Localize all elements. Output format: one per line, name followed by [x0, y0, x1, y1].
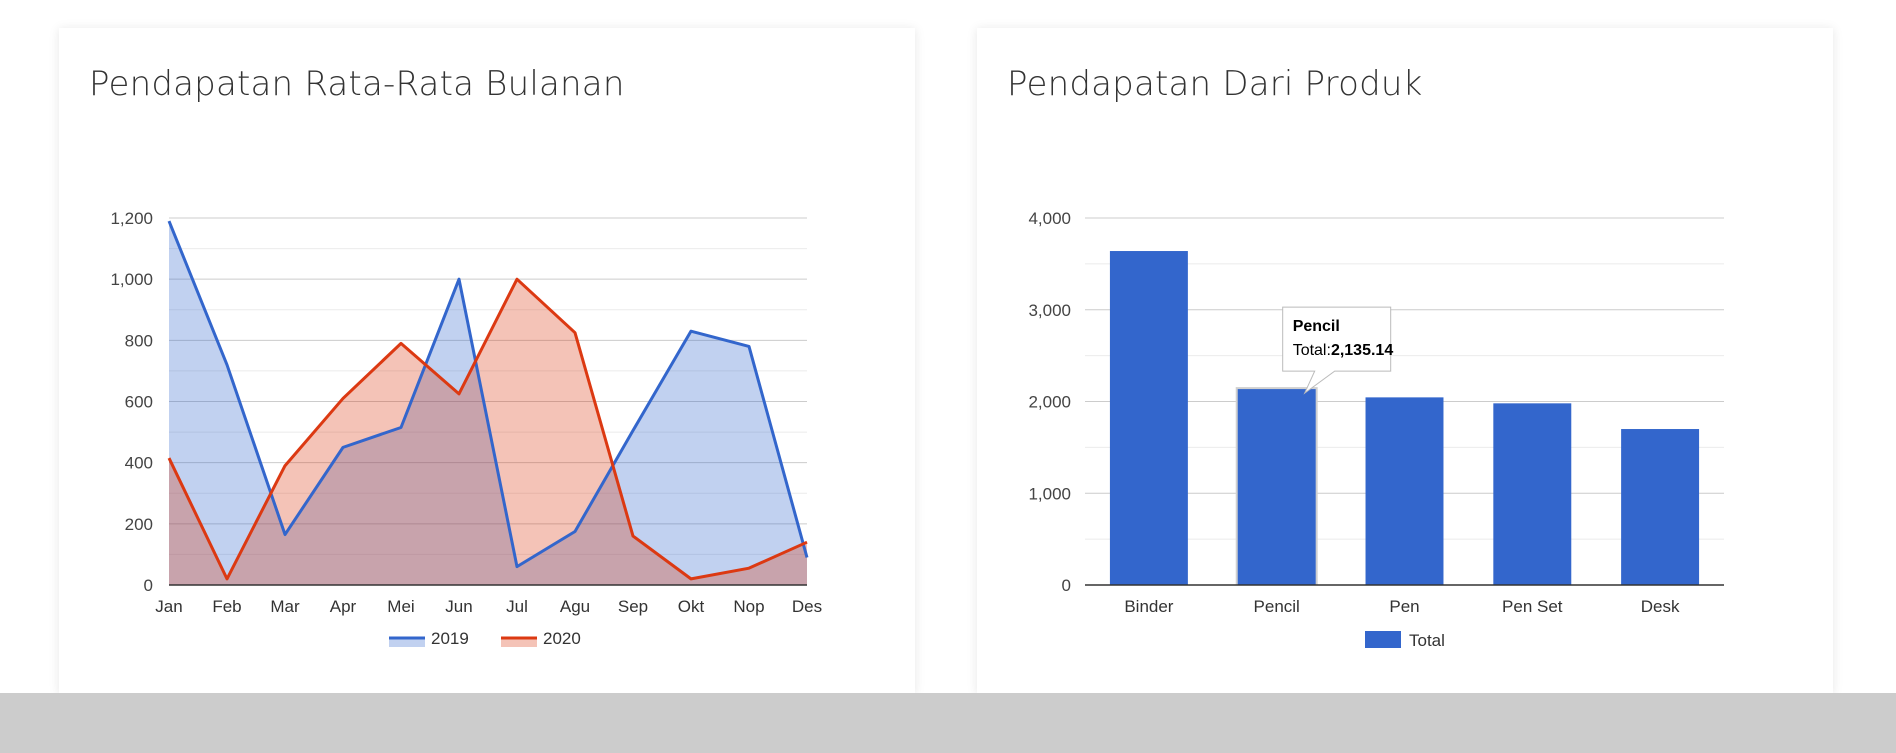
tooltip-series-label: Total: [1293, 342, 1331, 359]
y-tick-label: 1,000 [110, 270, 153, 289]
bar-pen-set[interactable] [1493, 403, 1572, 585]
y-tick-label: 3,000 [1028, 301, 1071, 320]
legend-item-2020[interactable]: 2020 [501, 629, 581, 648]
x-tick-label: Mei [387, 597, 414, 616]
area-chart-title: Pendapatan Rata-Rata Bulanan [89, 64, 625, 104]
page-footer-band [0, 693, 1896, 753]
bar-pencil[interactable] [1237, 389, 1316, 585]
y-tick-label: 4,000 [1028, 209, 1071, 228]
y-tick-label: 0 [1062, 576, 1071, 595]
y-tick-label: 1,000 [1028, 484, 1071, 503]
y-tick-label: 600 [125, 393, 153, 412]
x-tick-label: Sep [618, 597, 648, 616]
legend-item-total[interactable]: Total [1365, 631, 1445, 650]
x-tick-label: Pen Set [1502, 597, 1563, 616]
bar-pen[interactable] [1365, 397, 1444, 585]
series-area-2019 [169, 221, 807, 585]
legend-label: 2020 [543, 629, 581, 648]
series-line-2020[interactable] [167, 277, 808, 581]
bar-desk[interactable] [1621, 429, 1700, 585]
x-tick-label: Binder [1124, 597, 1173, 616]
series-area-2020 [169, 279, 807, 585]
y-tick-label: 800 [125, 331, 153, 350]
bar-tooltip: Pencil Total:2,135.14 [1282, 306, 1394, 395]
tooltip-value: 2,135.14 [1331, 342, 1393, 359]
y-tick-label: 0 [144, 576, 153, 595]
y-tick-label: 400 [125, 454, 153, 473]
bar-chart-title: Pendapatan Dari Produk [1007, 64, 1423, 104]
x-tick-label: Des [792, 597, 822, 616]
x-tick-label: Nop [733, 597, 764, 616]
x-tick-label: Jun [445, 597, 472, 616]
x-tick-label: Agu [560, 597, 590, 616]
y-tick-label: 200 [125, 515, 153, 534]
legend-label: 2019 [431, 629, 469, 648]
x-tick-label: Pen [1389, 597, 1419, 616]
legend-item-2019[interactable]: 2019 [389, 629, 469, 648]
legend-swatch [1365, 631, 1401, 648]
legend-label: Total [1409, 631, 1445, 650]
product-revenue-card: Pendapatan Dari Produk 0 1,000 2,000 3,000 4… [977, 28, 1833, 693]
x-tick-label: Okt [678, 597, 705, 616]
x-tick-label: Feb [212, 597, 241, 616]
legend-swatch-fill [389, 638, 425, 647]
tooltip-value-line: Total:2,135.14 [1293, 342, 1394, 359]
series-line-2019[interactable] [167, 220, 809, 569]
x-tick-label: Desk [1641, 597, 1680, 616]
x-tick-label: Jan [155, 597, 182, 616]
x-tick-label: Jul [506, 597, 528, 616]
x-tick-label: Mar [270, 597, 300, 616]
y-tick-label: 1,200 [110, 209, 153, 228]
area-chart[interactable]: 0 200 400 600 800 1,000 1,200 Jan Feb Mar Apr Mei Ju… [59, 28, 915, 693]
legend-swatch-fill [501, 638, 537, 647]
bar-chart[interactable]: 0 1,000 2,000 3,000 4,000 Binder Pencil Pen Pen … [977, 28, 1833, 693]
x-tick-label: Pencil [1254, 597, 1300, 616]
tooltip-box [1282, 306, 1392, 395]
tooltip-category: Pencil [1293, 318, 1340, 335]
average-revenue-card: Pendapatan Rata-Rata Bulanan 0 200 400 600 8… [59, 28, 915, 693]
y-tick-label: 2,000 [1028, 393, 1071, 412]
bar-binder[interactable] [1109, 251, 1188, 585]
x-tick-label: Apr [330, 597, 357, 616]
